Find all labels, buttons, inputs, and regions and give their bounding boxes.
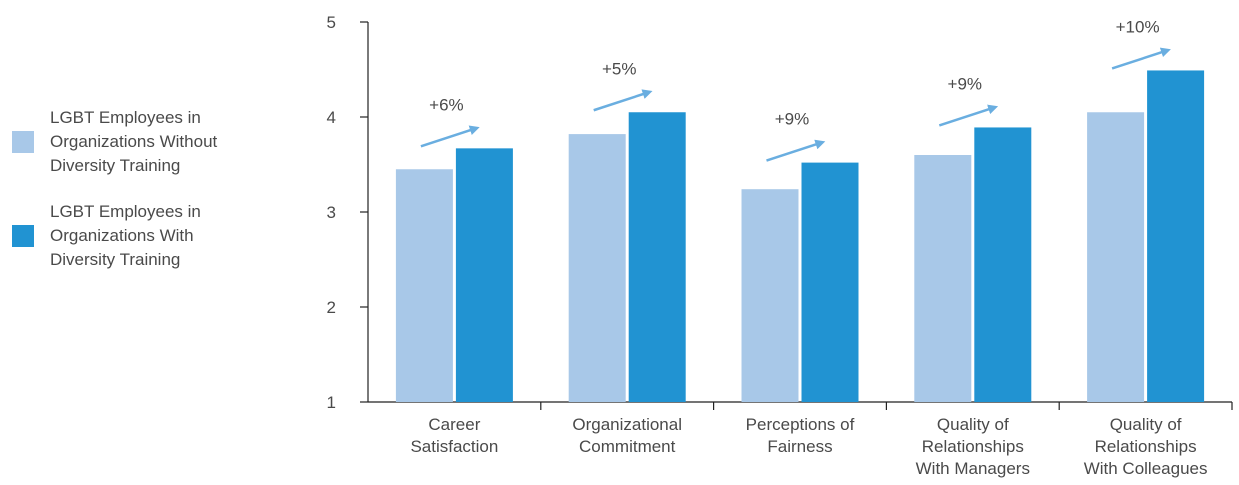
bar-without-training: [395, 169, 453, 402]
legend-swatch-without-training: [12, 131, 34, 153]
x-category-label: Quality of: [1110, 415, 1182, 434]
growth-arrow: [766, 139, 826, 162]
x-category-label: Satisfaction: [410, 437, 498, 456]
bar-without-training: [1087, 112, 1145, 402]
bar-with-training: [628, 112, 686, 402]
x-category-label: Fairness: [767, 437, 832, 456]
bar-with-training: [801, 162, 859, 402]
growth-arrow: [938, 104, 999, 127]
x-category-label: With Managers: [916, 459, 1030, 478]
y-tick-label: 1: [327, 393, 336, 412]
growth-label: +10%: [1116, 17, 1160, 36]
legend-item-with-training: LGBT Employees in Organizations With Div…: [12, 200, 282, 272]
legend-label-line: Diversity Training: [50, 250, 181, 269]
x-category-label: Career: [428, 415, 480, 434]
x-category-label: Quality of: [937, 415, 1009, 434]
bar-without-training: [741, 189, 799, 402]
legend-label-without-training: LGBT Employees in Organizations Without …: [50, 106, 217, 178]
growth-arrow: [593, 89, 653, 112]
growth-label: +9%: [948, 74, 983, 93]
bar-without-training: [568, 134, 626, 402]
x-category-label: With Colleagues: [1084, 459, 1208, 478]
growth-arrow: [1111, 47, 1171, 70]
legend-swatch-with-training: [12, 225, 34, 247]
legend-label-line: LGBT Employees in: [50, 108, 201, 127]
y-tick-label: 4: [327, 108, 336, 127]
bar-with-training: [1147, 70, 1205, 402]
x-category-label: Perceptions of: [746, 415, 855, 434]
y-tick-label: 2: [327, 298, 336, 317]
bar-with-training: [974, 127, 1032, 402]
growth-arrow: [420, 125, 480, 148]
legend-label-line: Organizations With: [50, 226, 194, 245]
x-category-label: Organizational: [572, 415, 682, 434]
growth-label: +9%: [775, 110, 810, 129]
legend-label-line: LGBT Employees in: [50, 202, 201, 221]
growth-label: +5%: [602, 59, 637, 78]
legend: LGBT Employees in Organizations Without …: [12, 106, 282, 294]
legend-label-line: Organizations Without: [50, 132, 218, 151]
x-category-label: Relationships: [1095, 437, 1197, 456]
legend-label-line: Diversity Training: [50, 156, 181, 175]
bar-without-training: [914, 155, 972, 402]
legend-item-without-training: LGBT Employees in Organizations Without …: [12, 106, 282, 178]
x-category-label: Commitment: [579, 437, 676, 456]
y-tick-label: 3: [327, 203, 336, 222]
x-category-label: Relationships: [922, 437, 1024, 456]
y-tick-label: 5: [327, 13, 336, 32]
bar-with-training: [455, 148, 513, 402]
growth-label: +6%: [429, 95, 464, 114]
legend-label-with-training: LGBT Employees in Organizations With Div…: [50, 200, 201, 272]
